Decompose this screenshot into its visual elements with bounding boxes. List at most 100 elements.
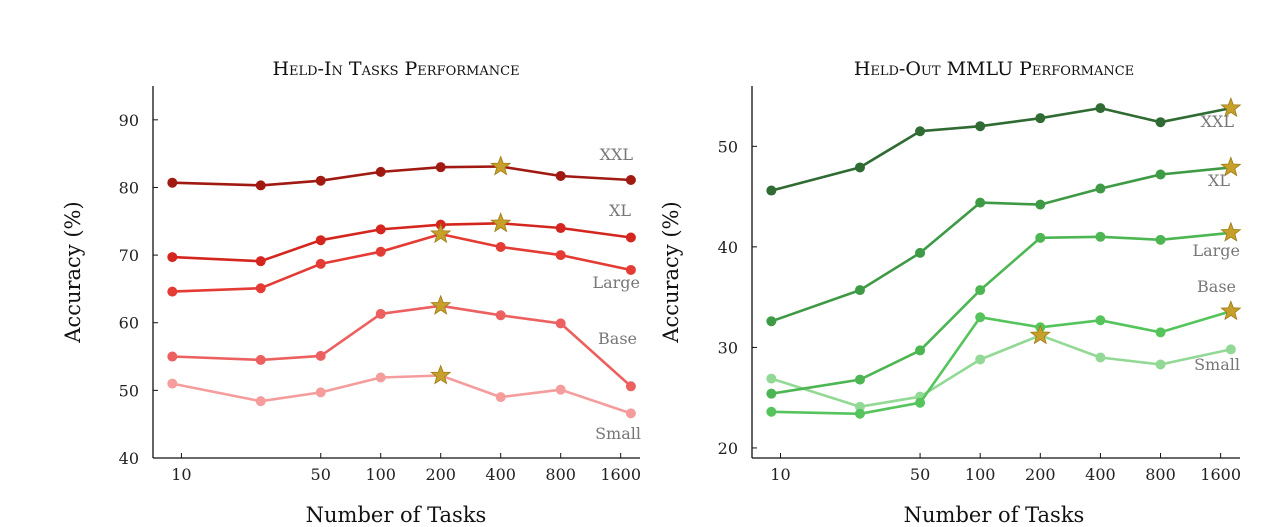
data-point-xxl: [915, 126, 926, 137]
best-point-star-large: [430, 222, 452, 244]
best-point-star-base: [1220, 300, 1242, 321]
data-point-xxl: [766, 185, 777, 196]
x-tick-label: 10: [770, 465, 790, 484]
y-axis-label-2: Accuracy (%): [659, 201, 683, 343]
data-point-base: [854, 408, 865, 419]
x-tick-label: 1600: [1200, 465, 1241, 484]
y-tick-label: 50: [119, 381, 139, 400]
data-point-base: [975, 312, 986, 323]
data-point-large: [854, 374, 865, 385]
best-point-star-large: [1220, 221, 1242, 242]
data-point-small: [766, 373, 777, 384]
data-point-small: [375, 372, 386, 383]
data-point-xl: [915, 247, 926, 258]
x-tick-label: 200: [1025, 465, 1056, 484]
data-point-xxl: [167, 177, 178, 188]
data-point-base: [167, 351, 178, 362]
series-line-base: [771, 309, 1232, 416]
data-point-base: [766, 406, 777, 417]
data-point-small: [1095, 352, 1106, 363]
x-tick-label: 1600: [600, 465, 641, 484]
data-point-small: [315, 387, 326, 398]
data-point-small: [975, 354, 986, 365]
data-point-large: [555, 250, 566, 261]
y-tick-label: 90: [119, 111, 139, 130]
data-point-small: [625, 408, 636, 419]
data-point-xl: [315, 235, 326, 246]
y-axis-label-1: Accuracy (%): [61, 201, 85, 343]
x-axis-label-2: Number of Tasks: [904, 503, 1085, 527]
data-point-xxl: [315, 175, 326, 186]
x-tick-label: 100: [365, 465, 396, 484]
data-point-large: [625, 264, 636, 275]
data-point-small: [167, 378, 178, 389]
data-point-large: [167, 286, 178, 297]
series-line-xl: [770, 166, 1232, 323]
data-point-xl: [1095, 183, 1106, 194]
best-point-star-xl: [1220, 156, 1242, 177]
data-point-xxl: [255, 180, 266, 191]
chart-title-2: Held-Out MMLU Performance: [854, 58, 1134, 80]
data-point-xxl: [1035, 113, 1046, 124]
data-point-base: [555, 318, 566, 329]
best-point-star-small: [1029, 324, 1051, 345]
data-point-xxl: [854, 162, 865, 173]
x-axis-label-1: Number of Tasks: [306, 503, 487, 527]
series-label-xl: XL: [609, 201, 631, 220]
data-point-small: [255, 396, 266, 407]
data-point-xxl: [975, 121, 986, 132]
series-label-large: Large: [592, 273, 640, 292]
data-point-xl: [167, 252, 178, 263]
series-line-base: [172, 304, 632, 388]
data-point-xxl: [435, 162, 446, 173]
x-tick-label: 10: [171, 465, 191, 484]
data-point-large: [315, 258, 326, 269]
data-point-base: [1095, 315, 1106, 326]
series-line-large: [172, 232, 632, 293]
data-point-xl: [375, 224, 386, 235]
data-point-xxl: [375, 166, 386, 177]
x-tick-label: 400: [485, 465, 516, 484]
data-point-xxl: [555, 170, 566, 181]
data-point-base: [255, 354, 266, 365]
data-point-small: [495, 392, 506, 403]
data-point-large: [1155, 234, 1166, 245]
data-point-small: [555, 384, 566, 395]
data-point-large: [1095, 231, 1106, 242]
x-tick-label: 200: [425, 465, 456, 484]
data-point-large: [255, 283, 266, 294]
data-point-base: [625, 381, 636, 392]
y-tick-label: 70: [119, 246, 139, 265]
best-point-star-xl: [490, 212, 512, 233]
series-label-small: Small: [595, 424, 641, 443]
x-tick-label: 800: [545, 465, 576, 484]
series-line-small: [172, 374, 632, 415]
data-point-small: [1225, 344, 1236, 355]
data-point-xl: [766, 316, 777, 327]
series-line-large: [771, 231, 1232, 395]
data-point-large: [495, 241, 506, 252]
y-tick-label: 60: [119, 314, 139, 333]
series-line-xxl: [172, 165, 631, 187]
x-tick-label: 50: [910, 465, 930, 484]
series-label-xxl: XXL: [1201, 112, 1235, 131]
series-label-small: Small: [1194, 355, 1240, 374]
data-point-xl: [975, 197, 986, 208]
data-point-small: [1155, 359, 1166, 370]
series-line-xl: [172, 222, 632, 263]
y-tick-label: 30: [718, 338, 738, 357]
data-point-large: [1035, 232, 1046, 243]
data-point-small: [854, 401, 865, 412]
series-label-xxl: XXL: [600, 145, 634, 164]
data-point-base: [495, 310, 506, 321]
data-point-large: [975, 285, 986, 296]
y-tick-label: 40: [718, 238, 738, 257]
best-point-star-xxl: [1220, 96, 1242, 118]
data-point-xl: [255, 256, 266, 267]
chart-title-1: Held-In Tasks Performance: [272, 58, 519, 80]
data-point-large: [375, 246, 386, 257]
series-label-base: Base: [1197, 277, 1236, 296]
x-tick-label: 800: [1145, 465, 1176, 484]
series-label-large: Large: [1192, 241, 1240, 260]
